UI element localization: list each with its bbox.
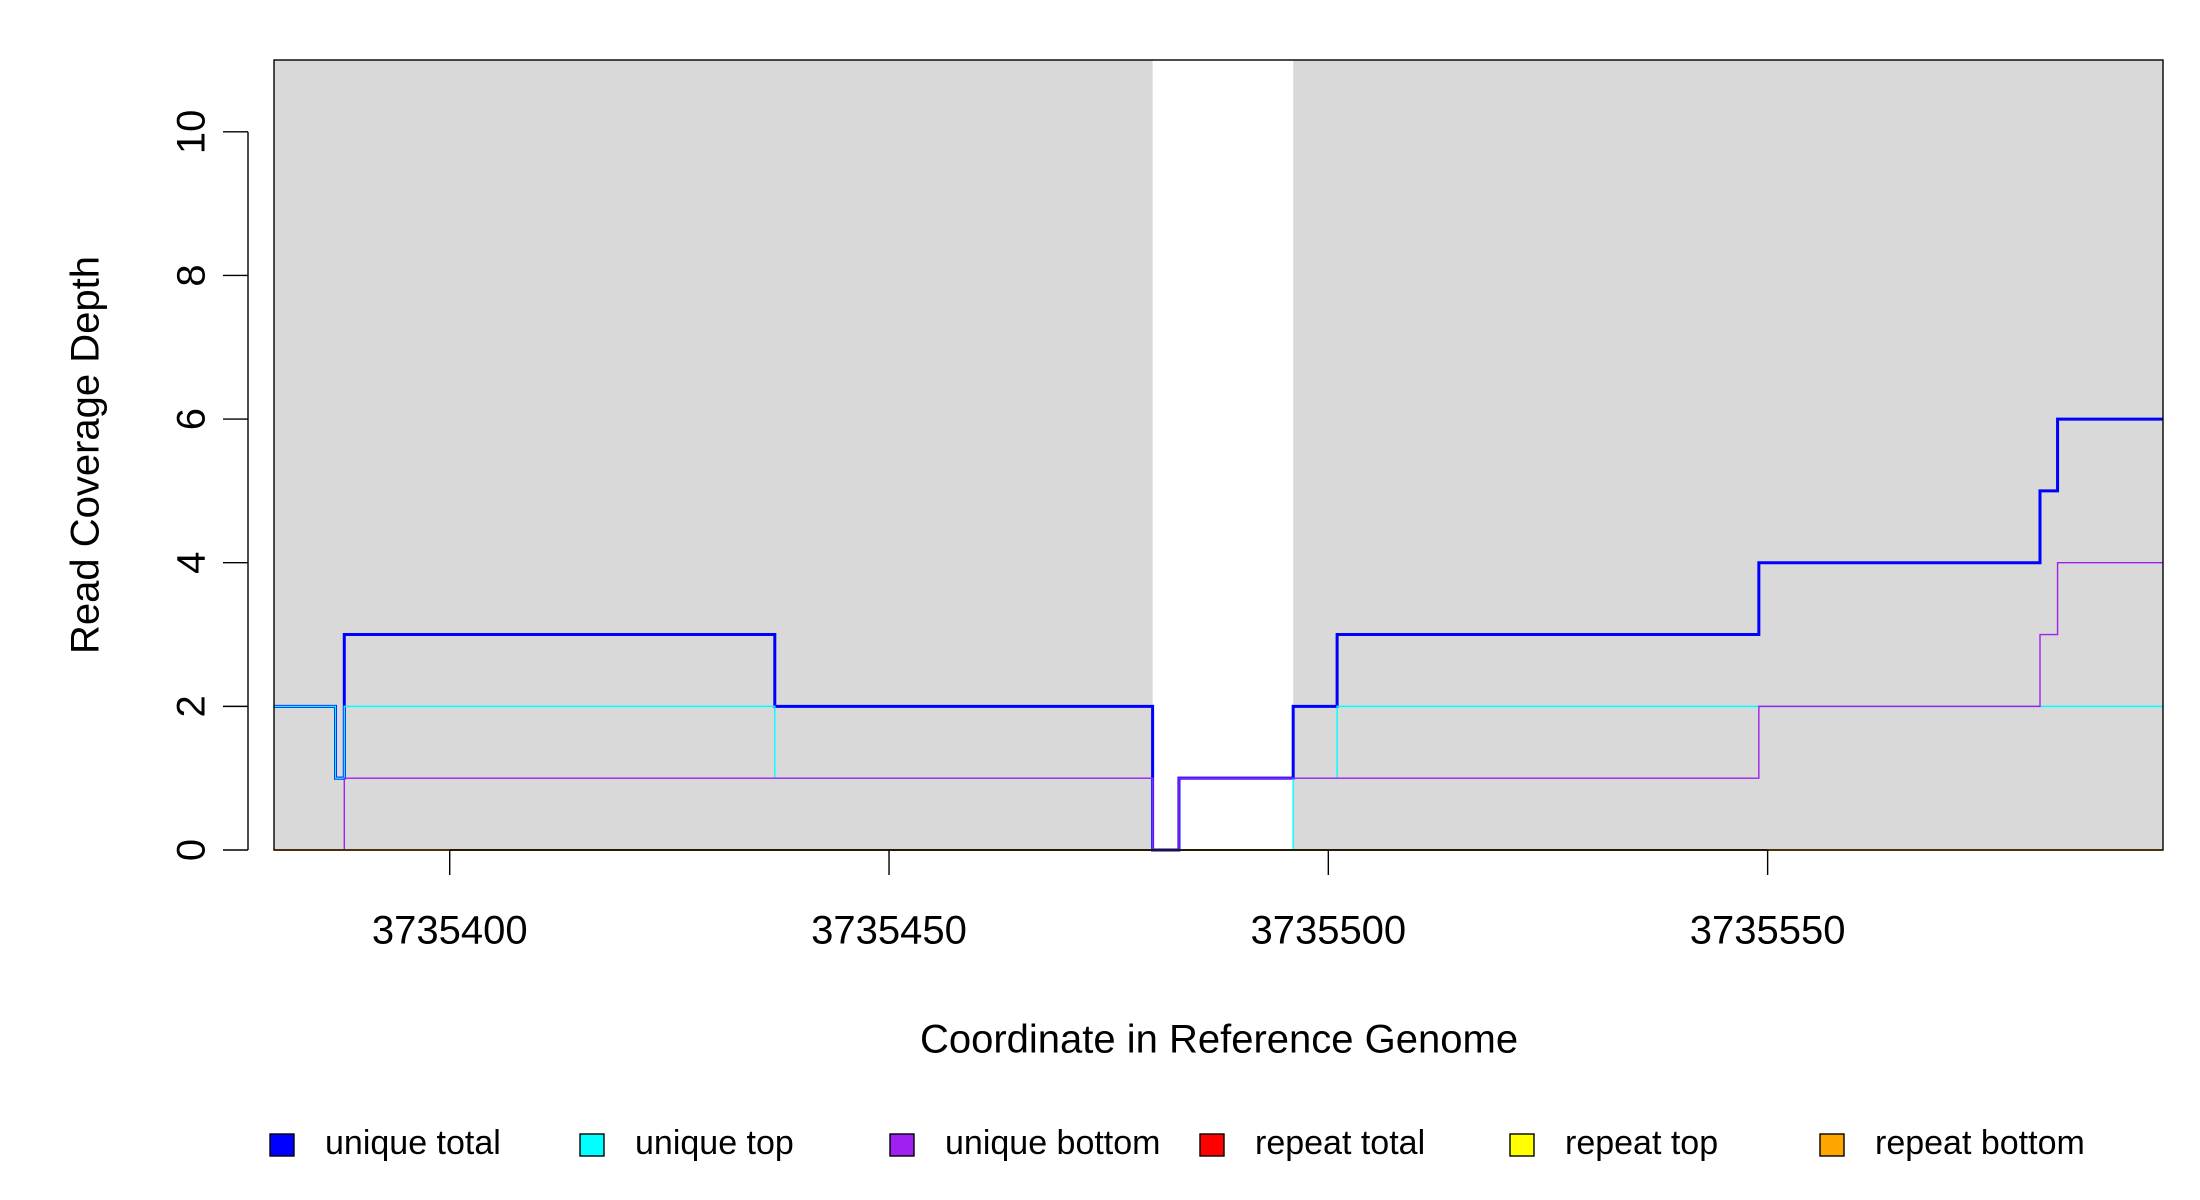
legend-label: unique total <box>325 1124 501 1162</box>
y-tick-label: 4 <box>170 552 214 574</box>
legend-swatch <box>579 1133 605 1157</box>
legend-swatch <box>889 1133 915 1157</box>
shaded-region <box>1293 60 2163 850</box>
legend-label: unique top <box>635 1124 794 1162</box>
x-tick-label: 3735500 <box>1250 909 1406 953</box>
y-tick-label: 6 <box>170 408 214 430</box>
legend-swatch <box>1199 1133 1225 1157</box>
legend-swatch <box>1509 1133 1535 1157</box>
x-tick-label: 3735400 <box>372 909 528 953</box>
legend-label: repeat top <box>1565 1124 1718 1162</box>
legend-label: repeat bottom <box>1875 1124 2085 1162</box>
y-axis-label: Read Coverage Depth <box>64 256 108 654</box>
x-tick-label: 3735450 <box>811 909 967 953</box>
step-line <box>274 562 2163 851</box>
y-tick-label: 8 <box>170 264 214 286</box>
y-tick-label: 0 <box>170 839 214 861</box>
legend-swatch <box>269 1133 295 1157</box>
shaded-region <box>274 60 1153 850</box>
legend-swatch <box>1819 1133 1845 1157</box>
x-axis-label: Coordinate in Reference Genome <box>920 1018 1518 1062</box>
legend-label: unique bottom <box>945 1124 1161 1162</box>
legend-label: repeat total <box>1255 1124 1425 1162</box>
x-tick-label: 3735550 <box>1690 909 1846 953</box>
y-tick-label: 10 <box>170 110 214 155</box>
y-tick-label: 2 <box>170 695 214 717</box>
